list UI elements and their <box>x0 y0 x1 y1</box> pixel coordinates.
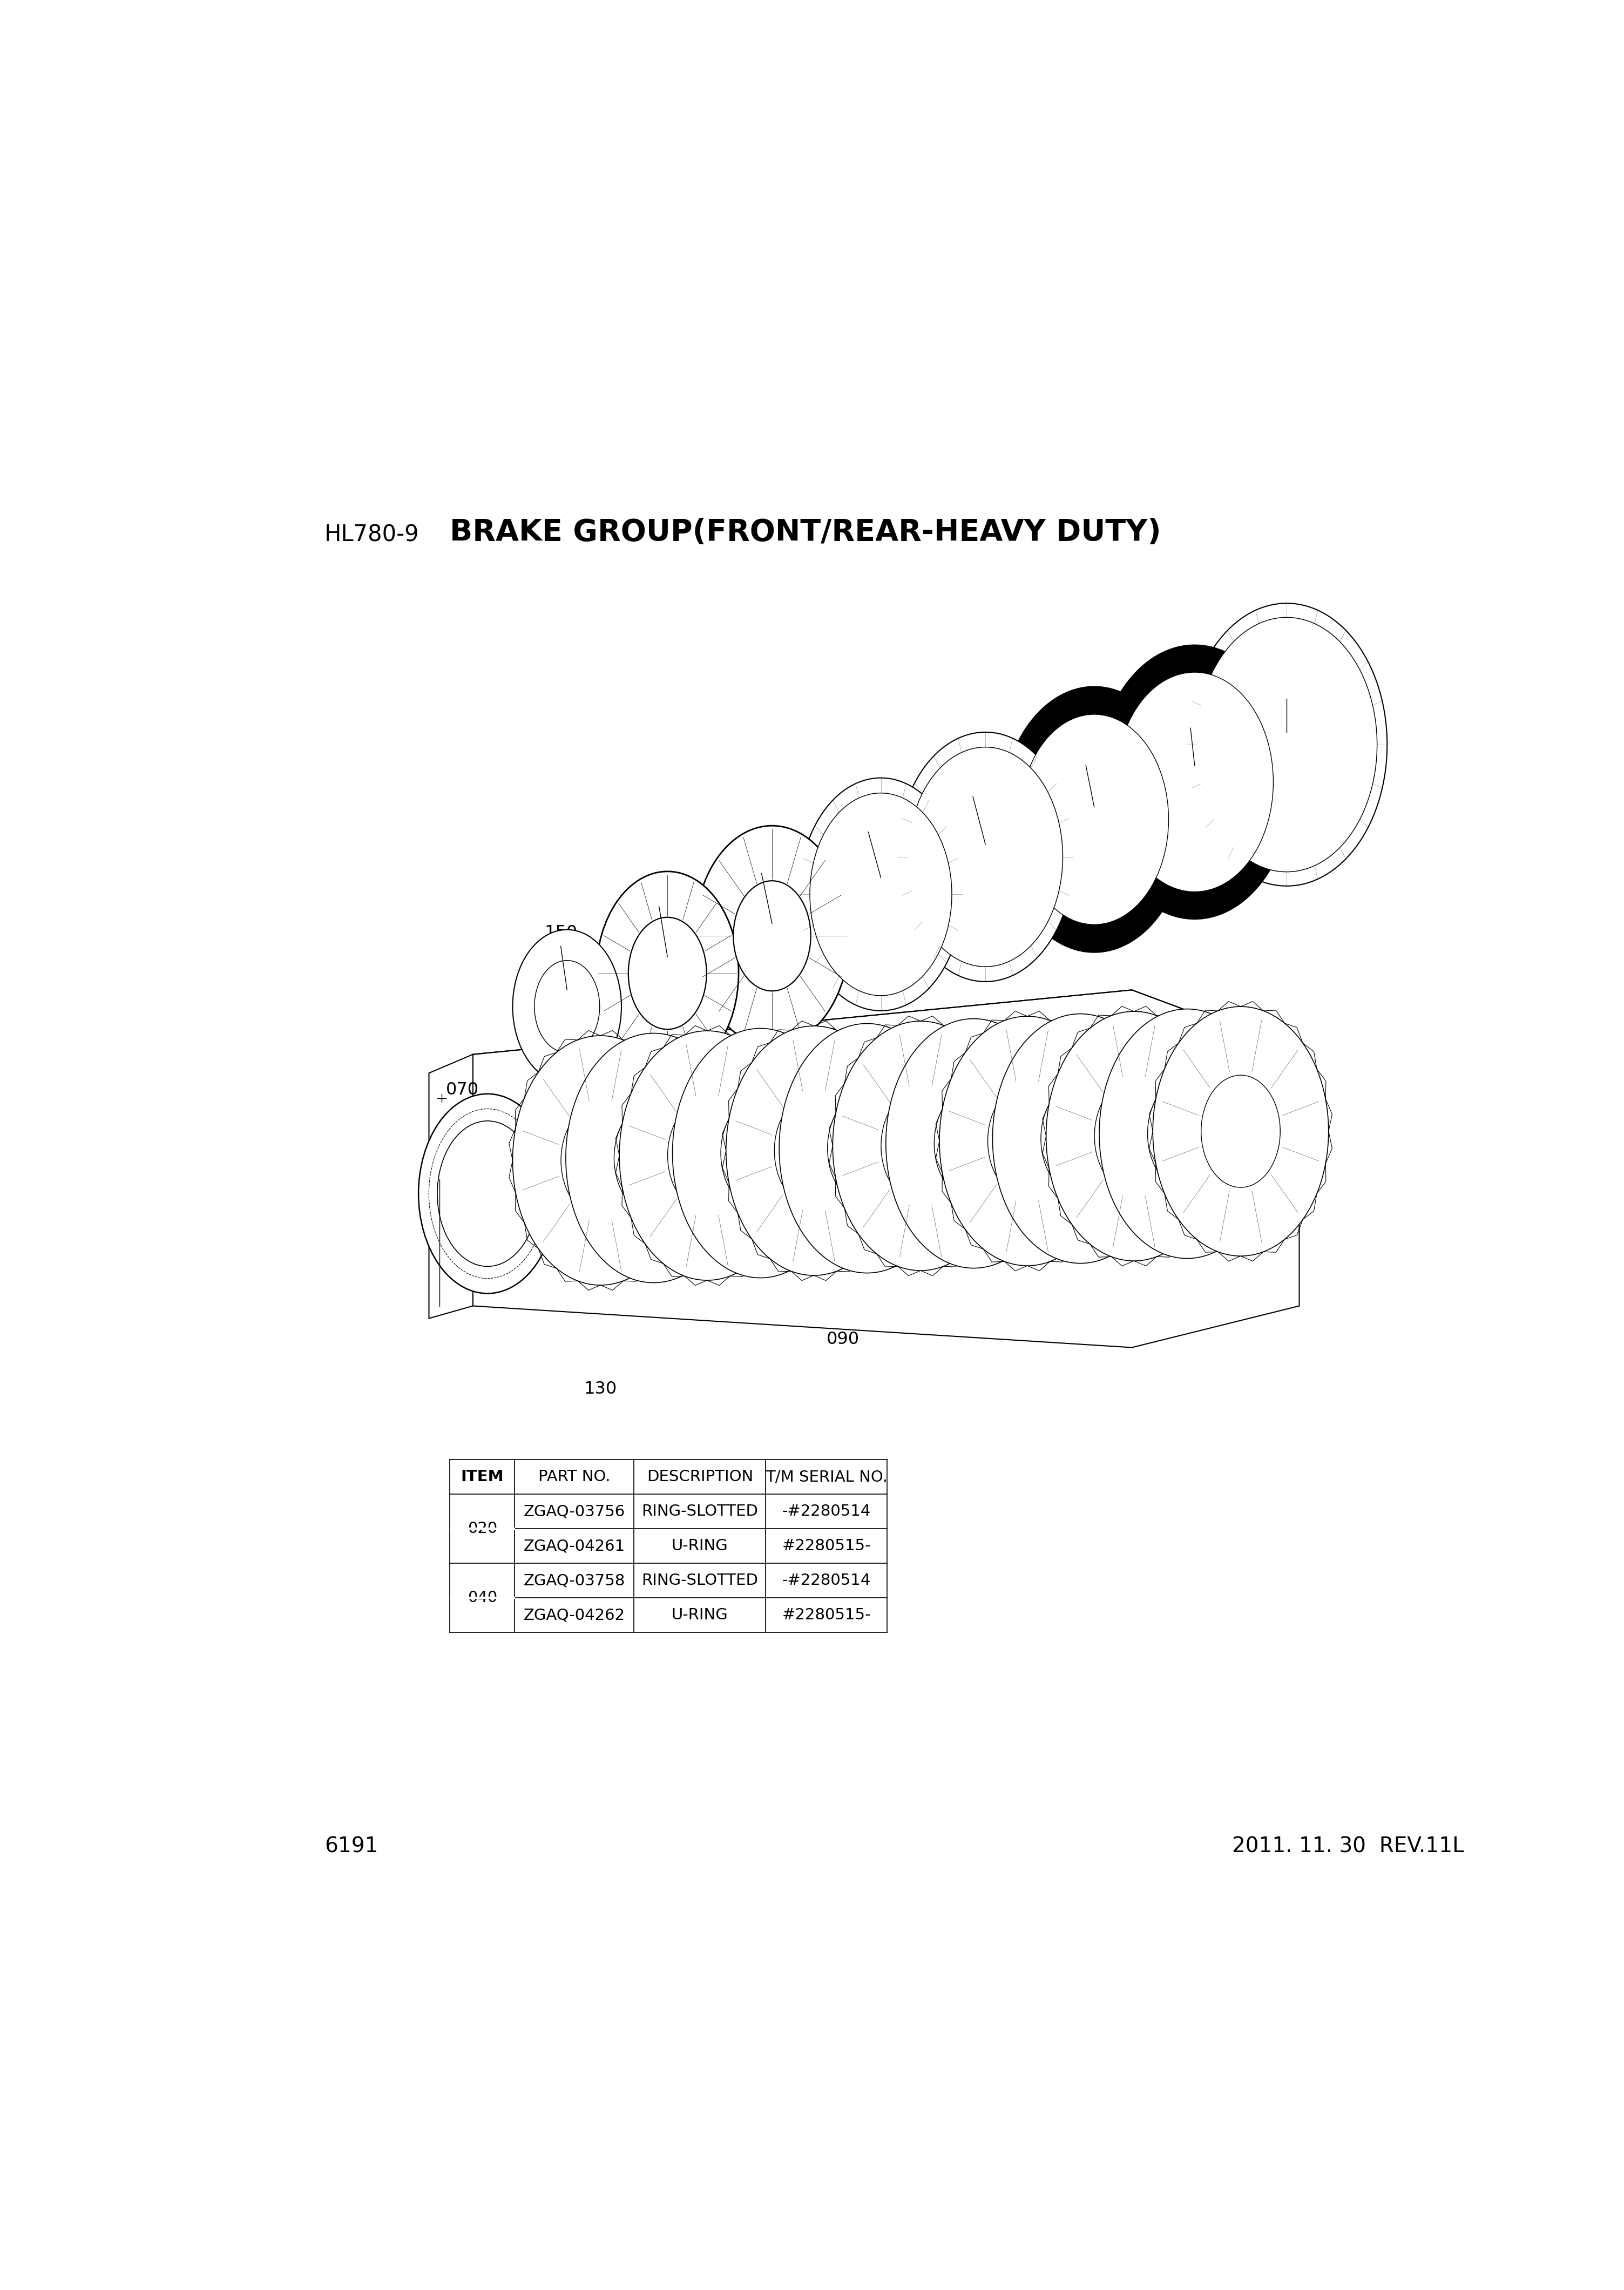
Ellipse shape <box>513 930 622 1083</box>
Text: ZGAQ-03758: ZGAQ-03758 <box>523 1573 625 1587</box>
Ellipse shape <box>908 747 1062 966</box>
Ellipse shape <box>799 779 963 1010</box>
Ellipse shape <box>560 1104 640 1216</box>
Ellipse shape <box>1148 1079 1226 1191</box>
Text: 020: 020 <box>468 1521 497 1537</box>
Ellipse shape <box>726 1026 901 1276</box>
Ellipse shape <box>885 1019 1062 1269</box>
Ellipse shape <box>1197 618 1377 872</box>
Ellipse shape <box>934 1088 1013 1200</box>
Polygon shape <box>429 1053 473 1319</box>
Ellipse shape <box>1096 646 1293 918</box>
Text: T/M SERIAL NO.: T/M SERIAL NO. <box>765 1470 887 1484</box>
Ellipse shape <box>721 1097 801 1209</box>
Ellipse shape <box>898 733 1073 982</box>
Ellipse shape <box>437 1120 538 1266</box>
Ellipse shape <box>419 1095 557 1294</box>
Text: RING-SLOTTED: RING-SLOTTED <box>641 1505 758 1518</box>
Ellipse shape <box>1099 1010 1275 1260</box>
Text: RING-SLOTTED: RING-SLOTTED <box>641 1573 758 1587</box>
Ellipse shape <box>780 1024 955 1273</box>
Ellipse shape <box>1041 1083 1121 1195</box>
Ellipse shape <box>775 1095 854 1207</box>
Ellipse shape <box>565 1033 742 1282</box>
Ellipse shape <box>1202 1076 1280 1189</box>
Ellipse shape <box>882 1090 960 1202</box>
Ellipse shape <box>695 827 849 1047</box>
Text: U-RING: U-RING <box>672 1608 728 1624</box>
Text: #2280515-: #2280515- <box>783 1608 870 1624</box>
Text: DESCRIPTION: DESCRIPTION <box>646 1470 754 1484</box>
Text: ZGAQ-04262: ZGAQ-04262 <box>523 1608 625 1624</box>
Text: HL780-9: HL780-9 <box>325 524 419 545</box>
Text: 040: 040 <box>468 1589 497 1605</box>
Text: #2280515-: #2280515- <box>783 1539 870 1553</box>
Ellipse shape <box>1186 602 1387 886</box>
Ellipse shape <box>828 1092 906 1205</box>
Text: 030: 030 <box>1270 678 1302 694</box>
Ellipse shape <box>1095 1081 1174 1193</box>
Text: -#2280514: -#2280514 <box>783 1505 870 1518</box>
Text: 060: 060 <box>851 811 885 827</box>
Text: 010: 010 <box>745 852 778 868</box>
Text: 160: 160 <box>422 1156 456 1172</box>
Text: 6191: 6191 <box>325 1837 378 1857</box>
Text: 130: 130 <box>585 1381 617 1397</box>
Ellipse shape <box>1046 1012 1221 1262</box>
Text: BRAKE GROUP(FRONT/REAR-HEAVY DUTY): BRAKE GROUP(FRONT/REAR-HEAVY DUTY) <box>450 518 1161 547</box>
Ellipse shape <box>939 1017 1116 1266</box>
Text: U-RING: U-RING <box>672 1539 728 1553</box>
Ellipse shape <box>628 918 706 1028</box>
Ellipse shape <box>1000 687 1189 953</box>
Ellipse shape <box>596 872 739 1076</box>
Text: 020: 020 <box>1174 705 1207 724</box>
Text: 140: 140 <box>643 884 676 902</box>
Text: ZGAQ-04261: ZGAQ-04261 <box>523 1539 625 1553</box>
Ellipse shape <box>1116 673 1273 891</box>
Ellipse shape <box>672 1028 848 1278</box>
Text: 040: 040 <box>1069 744 1103 760</box>
Text: 050: 050 <box>957 774 989 792</box>
Text: ZGAQ-03756: ZGAQ-03756 <box>523 1505 625 1518</box>
Ellipse shape <box>667 1099 747 1211</box>
Text: 2011. 11. 30  REV.11L: 2011. 11. 30 REV.11L <box>1233 1837 1465 1857</box>
Polygon shape <box>473 989 1299 1347</box>
Text: 100: 100 <box>827 1028 859 1044</box>
Ellipse shape <box>992 1014 1168 1264</box>
Ellipse shape <box>534 960 599 1053</box>
Ellipse shape <box>614 1101 693 1214</box>
Ellipse shape <box>810 792 952 996</box>
Ellipse shape <box>1153 1008 1328 1255</box>
Text: -#2280514: -#2280514 <box>783 1573 870 1587</box>
Ellipse shape <box>1020 714 1169 925</box>
Ellipse shape <box>833 1021 1009 1271</box>
Text: 150: 150 <box>544 925 577 941</box>
Ellipse shape <box>987 1085 1067 1198</box>
Ellipse shape <box>734 882 810 992</box>
Ellipse shape <box>619 1030 796 1280</box>
Ellipse shape <box>513 1035 689 1285</box>
Text: ITEM: ITEM <box>461 1470 503 1484</box>
Text: 070: 070 <box>447 1081 479 1099</box>
Text: 090: 090 <box>827 1330 859 1347</box>
Text: PART NO.: PART NO. <box>538 1470 611 1484</box>
